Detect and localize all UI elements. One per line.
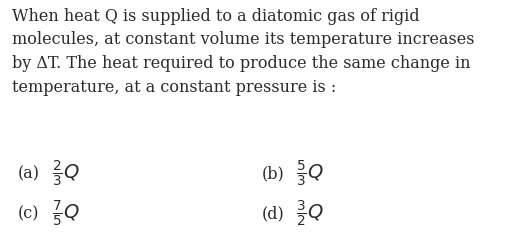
- Text: $\frac{3}{2}Q$: $\frac{3}{2}Q$: [296, 199, 324, 229]
- Text: (b): (b): [262, 165, 285, 182]
- Text: (a): (a): [18, 165, 40, 182]
- Text: When heat Q is supplied to a diatomic gas of rigid
molecules, at constant volume: When heat Q is supplied to a diatomic ga…: [12, 8, 474, 96]
- Text: (d): (d): [262, 206, 285, 223]
- Text: (c): (c): [18, 206, 40, 223]
- Text: $\frac{2}{3}Q$: $\frac{2}{3}Q$: [52, 159, 80, 189]
- Text: $\frac{5}{3}Q$: $\frac{5}{3}Q$: [296, 159, 324, 189]
- Text: $\frac{7}{5}Q$: $\frac{7}{5}Q$: [52, 199, 80, 229]
